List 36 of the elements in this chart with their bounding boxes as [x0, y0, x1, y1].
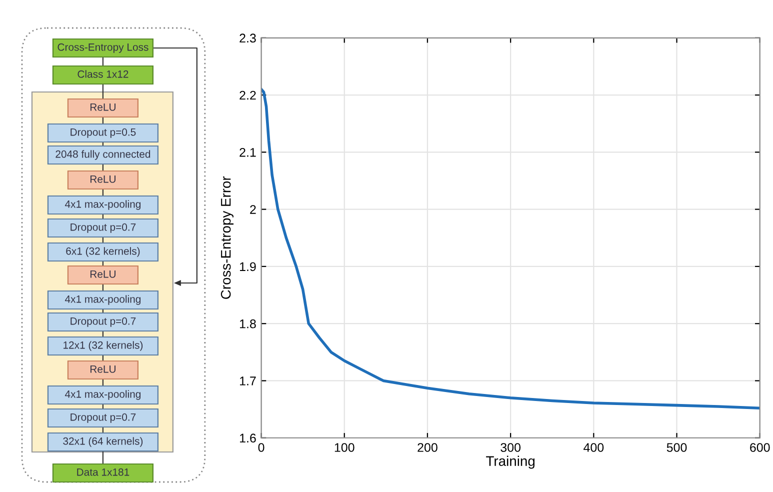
- x-tick-label: 300: [500, 443, 521, 452]
- text: Dropout p=0.7: [70, 413, 136, 423]
- text: 4x1 max-pooling: [64, 200, 141, 210]
- text: Cross-Entropy Loss: [58, 43, 148, 53]
- x-tick-label: 0: [258, 443, 264, 452]
- y-tick-label: 1.8: [240, 319, 256, 328]
- line-series: [261, 88, 760, 410]
- text: 4x1 max-pooling: [64, 390, 141, 400]
- text: Class 1x12: [78, 70, 128, 78]
- text: 12x1 (32 kernels): [64, 341, 143, 351]
- text: ReLU: [90, 104, 116, 111]
- text: 32x1 (64 kernels): [63, 437, 143, 447]
- x-tick-label: 400: [584, 443, 604, 452]
- y-tick-label: 1.6: [240, 434, 256, 443]
- x-tick-label: 500: [666, 443, 687, 452]
- text: ReLU: [90, 270, 116, 278]
- y-axis-title: Cross-Entropy Error: [220, 176, 234, 299]
- text: 6x1 (32 kernels): [66, 247, 140, 257]
- y-tick-label: 2.1: [240, 148, 256, 157]
- text: ReLU: [90, 366, 116, 373]
- text: 4x1 max-pooling: [64, 295, 141, 305]
- y-tick-label: 2: [250, 205, 256, 214]
- text: Data 1x181: [77, 468, 130, 476]
- y-tick-label: 2.3: [240, 34, 256, 43]
- text: ReLU: [90, 176, 116, 183]
- text: Dropout p=0.7: [70, 317, 136, 327]
- y-tick-label: 1.7: [240, 376, 256, 386]
- x-tick-label: 200: [418, 443, 438, 452]
- text: Dropout p=0.7: [70, 223, 136, 233]
- x-tick-label: 100: [334, 443, 354, 452]
- y-tick-label: 1.9: [240, 262, 256, 272]
- text: 2048 fully connected: [56, 150, 150, 160]
- text: Dropout p=0.5: [70, 128, 136, 138]
- x-tick-label: 600: [750, 443, 770, 452]
- x-axis-title: Training: [486, 456, 534, 469]
- y-tick-label: 2.2: [240, 90, 256, 100]
